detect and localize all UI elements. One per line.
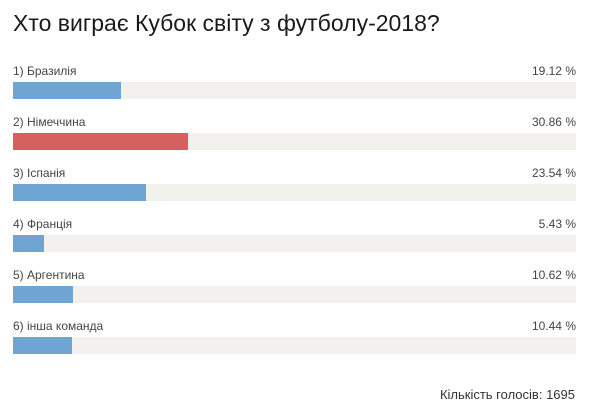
result-bar-track: [13, 235, 576, 252]
vote-count-label: Кількість голосів:: [439, 387, 543, 402]
result-bar-fill: [13, 133, 188, 150]
option-percent: 5.43 %: [538, 217, 576, 231]
option-percent: 23.54 %: [531, 166, 576, 180]
option-percent: 10.62 %: [531, 268, 576, 282]
poll-options: 1) Бразилія 19.12 % 2) Німеччина 30.86 %…: [13, 62, 576, 368]
result-bar-track: [13, 286, 576, 303]
result-bar-fill: [13, 286, 74, 303]
option-label: 3) Іспанія: [13, 166, 66, 180]
option-label: 4) Франція: [13, 217, 73, 231]
option-label: 5) Аргентина: [13, 268, 85, 282]
poll-option-brazil: 1) Бразилія 19.12 %: [13, 62, 576, 113]
option-percent: 10.44 %: [531, 319, 576, 333]
result-bar-fill: [13, 337, 73, 354]
result-bar-fill: [13, 82, 122, 99]
poll-option-other-team: 6) інша команда 10.44 %: [13, 317, 576, 368]
result-bar-track: [13, 133, 576, 150]
option-percent: 30.86 %: [531, 115, 576, 129]
poll-option-germany: 2) Німеччина 30.86 %: [13, 113, 576, 164]
option-percent: 19.12 %: [531, 64, 576, 78]
poll-option-france: 4) Франція 5.43 %: [13, 215, 576, 266]
poll-option-spain: 3) Іспанія 23.54 %: [13, 164, 576, 215]
vote-count: Кількість голосів: 1695: [440, 387, 575, 402]
result-bar-track: [13, 337, 576, 354]
poll-option-argentina: 5) Аргентина 10.62 %: [13, 266, 576, 317]
option-label: 2) Німеччина: [13, 115, 86, 129]
vote-count-value: 1695: [546, 387, 575, 402]
result-bar-fill: [13, 184, 147, 201]
option-label: 1) Бразилія: [13, 64, 77, 78]
result-bar-track: [13, 82, 576, 99]
option-label: 6) інша команда: [13, 319, 104, 333]
poll-title: Хто виграє Кубок світу з футболу-2018?: [13, 10, 440, 36]
result-bar-fill: [13, 235, 44, 252]
result-bar-track: [13, 184, 576, 201]
